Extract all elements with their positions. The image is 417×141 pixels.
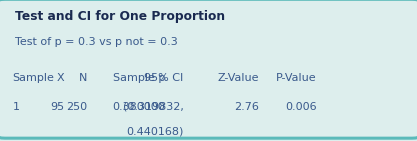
FancyBboxPatch shape bbox=[0, 0, 417, 138]
Text: 0.006: 0.006 bbox=[285, 102, 317, 112]
Text: Sample: Sample bbox=[13, 73, 54, 83]
Text: 0.380000: 0.380000 bbox=[113, 102, 165, 112]
Text: 250: 250 bbox=[66, 102, 88, 112]
Text: X: X bbox=[57, 73, 65, 83]
Text: Test of p = 0.3 vs p not = 0.3: Test of p = 0.3 vs p not = 0.3 bbox=[15, 37, 177, 47]
Text: 1: 1 bbox=[13, 102, 20, 112]
Text: Sample p: Sample p bbox=[113, 73, 165, 83]
Text: P-Value: P-Value bbox=[276, 73, 317, 83]
Text: Z-Value: Z-Value bbox=[217, 73, 259, 83]
Text: 0.440168): 0.440168) bbox=[126, 127, 183, 137]
Text: 95: 95 bbox=[50, 102, 65, 112]
Text: 95% CI: 95% CI bbox=[144, 73, 183, 83]
Text: Test and CI for One Proportion: Test and CI for One Proportion bbox=[15, 10, 225, 23]
Text: (0.319832,: (0.319832, bbox=[123, 102, 183, 112]
Text: N: N bbox=[79, 73, 88, 83]
Text: 2.76: 2.76 bbox=[234, 102, 259, 112]
